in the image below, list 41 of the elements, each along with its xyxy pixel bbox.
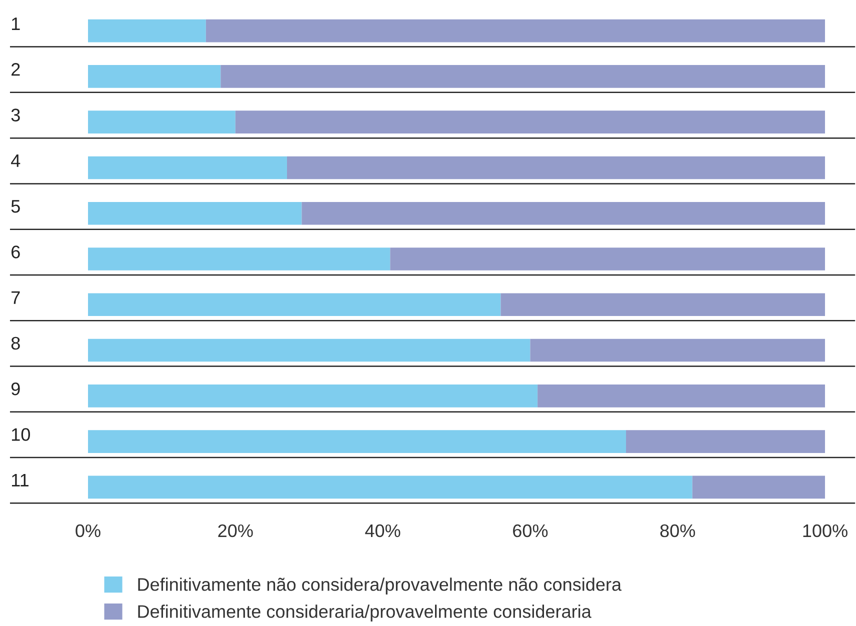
y-tick-label: 8 [11, 336, 20, 350]
bar [538, 384, 825, 408]
bar [88, 110, 236, 134]
legend-label: Definitivamente não considera/provavelmente não considera [138, 578, 622, 594]
y-tick-label: 2 [12, 63, 20, 76]
legend-label: Definitivamente consideraria/provavelmente consideraria [138, 604, 592, 622]
y-tick-label: 10 [12, 428, 30, 441]
bar [88, 202, 302, 225]
bar [88, 430, 626, 453]
bar [88, 476, 692, 499]
x-tick-label: 60% [513, 524, 548, 538]
bar [88, 65, 221, 88]
x-tick-label: 0% [76, 524, 100, 538]
bar [88, 384, 538, 408]
bar [88, 338, 530, 362]
bar [88, 293, 501, 316]
bar [500, 293, 825, 316]
y-tick-label: 3 [11, 108, 20, 122]
x-tick-label: 80% [660, 524, 696, 538]
bar [220, 65, 825, 88]
bar [626, 430, 825, 453]
bar [88, 248, 390, 270]
bar [302, 202, 825, 225]
bar [530, 338, 825, 362]
bar [235, 110, 825, 134]
y-tick-label: 11 [12, 474, 28, 486]
bar [88, 19, 206, 42]
y-tick-label: 7 [12, 291, 20, 304]
x-tick-label: 100% [803, 524, 848, 538]
bar [692, 476, 825, 499]
x-tick-label: 20% [218, 524, 253, 538]
bar [88, 156, 287, 180]
y-tick-label: 1 [12, 18, 20, 30]
bar [206, 19, 825, 42]
y-tick-label: 6 [12, 246, 20, 258]
y-tick-label: 4 [11, 154, 20, 167]
bar [286, 156, 825, 180]
x-tick-label: 40% [365, 524, 400, 538]
y-tick-label: 9 [11, 382, 20, 396]
y-tick-label: 5 [11, 200, 20, 213]
bar [390, 248, 825, 270]
